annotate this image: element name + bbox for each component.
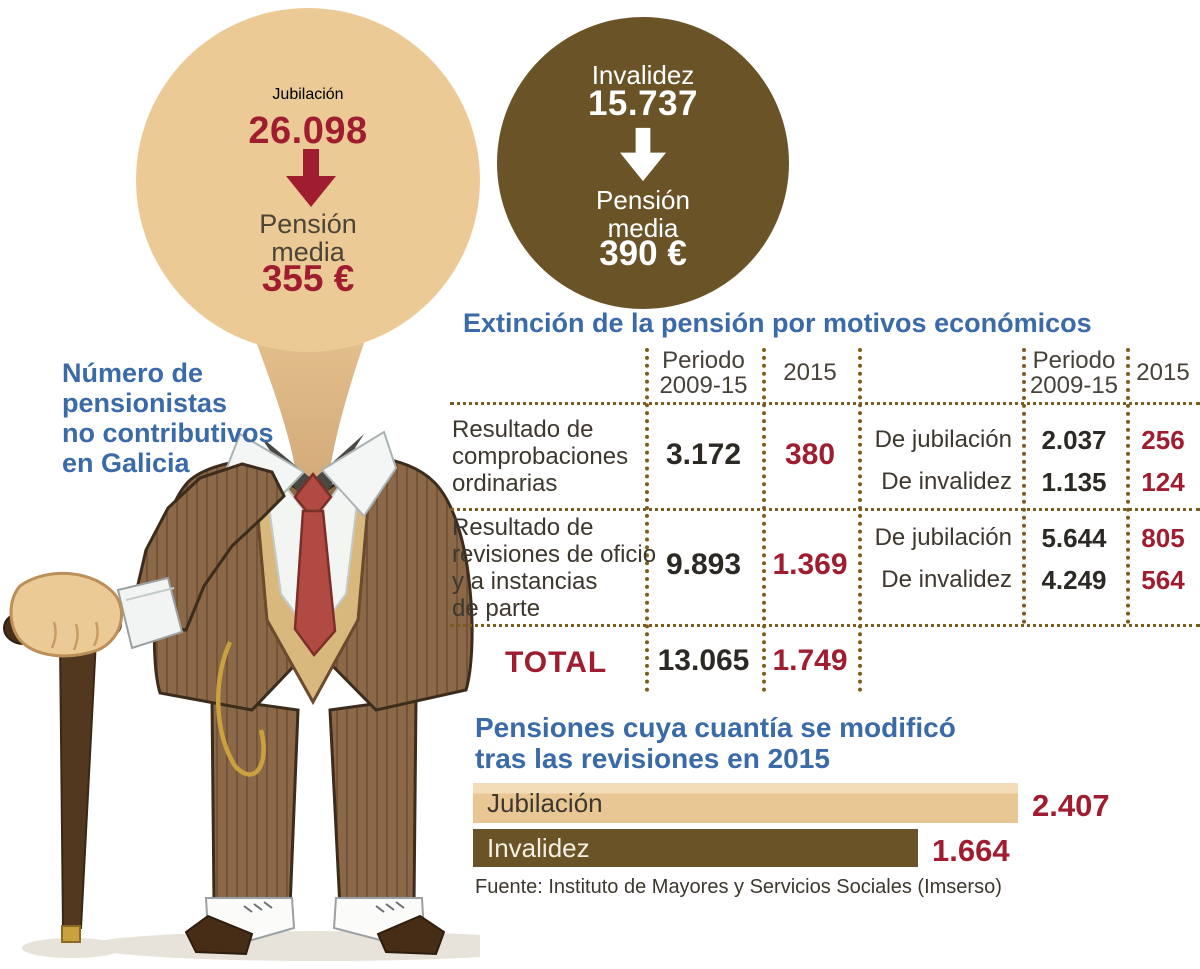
total-2015: 1.749 (772, 644, 848, 677)
sub-row-label: De invalidez (881, 566, 1012, 593)
jubilacion-balloon-label: Jubilación (272, 86, 344, 103)
right-leg (328, 696, 418, 910)
down-arrow-icon (620, 127, 666, 182)
sub-row-label: De invalidez (881, 468, 1012, 495)
col-header-periodo-right: Periodo 2009-15 (1029, 347, 1119, 399)
cane-shadow (22, 938, 122, 958)
cell-2015: 380 (784, 438, 836, 471)
left-shoe (184, 897, 296, 956)
cell-periodo: 5.644 (1041, 523, 1107, 553)
table-rule (450, 508, 1200, 511)
bar-label: Invalidez (487, 832, 590, 863)
bar-invalidez: Invalidez (473, 829, 918, 867)
cell-periodo: 9.893 (665, 548, 742, 581)
table-divider (1022, 348, 1026, 624)
row-label: Resultado de revisiones de oficio y a in… (452, 514, 657, 622)
invalidez-pension-value: 390 € (599, 234, 687, 273)
source-note: Fuente: Instituto de Mayores y Servicios… (475, 876, 1002, 898)
jubilacion-pension-value: 355 € (261, 258, 355, 299)
bar-label: Jubilación (487, 787, 603, 818)
row-label: Resultado de comprobaciones ordinarias (452, 416, 629, 497)
jubilacion-balloon-value: 26.098 (248, 110, 368, 152)
cell-periodo: 4.249 (1041, 565, 1107, 595)
sub-row-label: De jubilación (874, 426, 1012, 453)
table-divider (858, 348, 862, 692)
tie (293, 471, 337, 657)
invalidez-balloon-label: Invalidez (591, 60, 695, 90)
left-heading: Número de pensionistas no contributivos … (62, 358, 274, 478)
cell-2015: 124 (1141, 467, 1185, 497)
bar-value: 2.407 (1032, 788, 1110, 823)
cane (58, 639, 98, 943)
col-header-periodo-left: Periodo 2009-15 (659, 347, 748, 399)
pensioner-illustration (3, 430, 480, 961)
watch-chain (216, 641, 266, 777)
bar-chart-title: Pensiones cuya cuantía se modificó tras … (475, 712, 956, 774)
cell-2015: 564 (1141, 565, 1185, 595)
total-periodo: 13.065 (657, 644, 750, 677)
collar-right (320, 430, 398, 518)
left-leg (210, 696, 300, 910)
col-header-2015-right: 2015 (1136, 359, 1190, 386)
sub-row-label: De jubilación (874, 524, 1012, 551)
cell-2015: 805 (1141, 523, 1185, 553)
cell-periodo: 2.037 (1041, 425, 1107, 455)
invalidez-pension-label: Pensión media (596, 185, 690, 243)
cell-2015: 1.369 (772, 548, 848, 581)
jubilacion-pension-label: Pensión media (259, 209, 357, 267)
table-divider (762, 348, 766, 692)
cell-periodo: 3.172 (665, 438, 742, 471)
table-divider (1126, 348, 1130, 624)
bar-value: 1.664 (932, 833, 1010, 868)
table-divider (645, 348, 649, 692)
hand (9, 571, 124, 658)
table-rule (450, 402, 1200, 405)
invalidez-balloon-value: 15.737 (587, 84, 699, 123)
cell-2015: 256 (1141, 425, 1185, 455)
table-rule (450, 624, 1200, 627)
total-label: TOTAL (505, 646, 608, 679)
table-title: Extinción de la pensión por motivos econ… (463, 308, 1092, 338)
down-arrow-icon (286, 149, 336, 207)
bar-jubilacion: Jubilación (473, 783, 1018, 823)
cell-periodo: 1.135 (1041, 467, 1107, 497)
cuff (116, 576, 184, 650)
col-header-2015-left: 2015 (783, 359, 837, 386)
right-shoe (332, 897, 446, 956)
